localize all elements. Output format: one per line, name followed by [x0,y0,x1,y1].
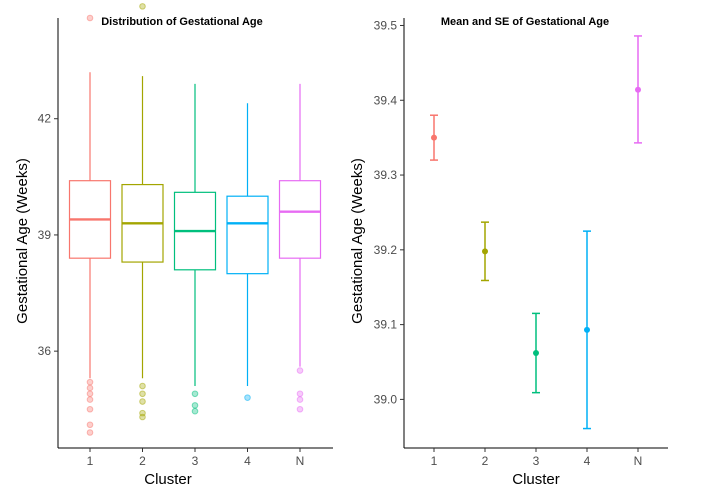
errorbar-x-tick-label: 4 [584,454,591,468]
boxplot-outlier-point [296,390,304,398]
boxplot-y-axis-title: Gestational Age (Weeks) [14,158,31,324]
boxplot-box [226,195,269,275]
boxplot-outlier-point [86,396,94,403]
boxplot-x-tick-label: N [296,454,305,468]
boxplot-outlier-point [296,405,304,413]
boxplot-outlier-point [296,367,304,374]
boxplot-outlier-point [86,14,94,22]
boxplot-outlier-point [191,402,199,409]
boxplot-outlier-point [86,421,94,429]
boxplot-outlier-point [86,378,94,386]
errorbar-mean-point [431,134,437,141]
boxplot-outlier-point [296,396,304,403]
errorbar-y-axis-title: Gestational Age (Weeks) [349,158,366,324]
errorbar-title: Mean and SE of Gestational Age [441,16,609,28]
boxplot-outlier-point [139,413,146,421]
boxplot-outlier-point [139,390,146,398]
boxplot-x-tick-label: 2 [139,454,146,468]
boxplot-y-tick-label: 39 [38,228,52,242]
boxplot-x-axis-title: Cluster [144,471,192,488]
boxplot-outlier-point [191,407,199,415]
errorbar-y-tick-label: 39.5 [374,18,398,32]
errorbar-y-tick-label: 39.2 [374,243,398,257]
errorbar-y-tick-label: 39.1 [374,318,398,332]
errorbar-mean-point [482,248,488,255]
errorbar-x-tick-label: 2 [482,454,489,468]
boxplot-outlier-point [139,382,146,390]
boxplot-title: Distribution of Gestational Age [101,16,263,28]
boxplot-x-tick-label: 3 [192,454,199,468]
boxplot-outlier-point [139,398,146,405]
boxplot-outlier-point [86,405,94,413]
boxplot-panel: Distribution of Gestational Age Cluster … [14,3,333,488]
boxplot-y-tick-label: 42 [38,112,52,126]
errorbar-x-tick-label: 3 [533,454,540,468]
errorbar-panel: Mean and SE of Gestational Age Cluster G… [349,16,668,488]
errorbar-mean-point [635,86,641,93]
boxplot-outlier-point [86,384,94,392]
errorbar-x-tick-label: 1 [431,454,438,468]
errorbar-y-tick-label: 39.3 [374,168,398,182]
boxplot-y-tick-label: 36 [38,344,52,358]
errorbar-y-tick-label: 39.0 [374,392,398,406]
errorbar-y-tick-label: 39.4 [374,93,398,107]
errorbar-mean-point [533,350,539,357]
boxplot-outlier-point [86,429,94,436]
boxplot-outlier-point [191,390,199,398]
boxplot-outlier-point [244,394,251,401]
boxplot-x-tick-label: 4 [244,454,251,468]
boxplot-outlier-point [86,390,94,398]
boxplot-box [278,180,322,259]
errorbar-x-axis-title: Cluster [512,471,560,488]
errorbar-mean-point [584,326,590,333]
errorbar-x-tick-label: N [634,454,643,468]
boxplot-x-tick-label: 1 [87,454,94,468]
boxplot-outlier-point [139,3,146,10]
